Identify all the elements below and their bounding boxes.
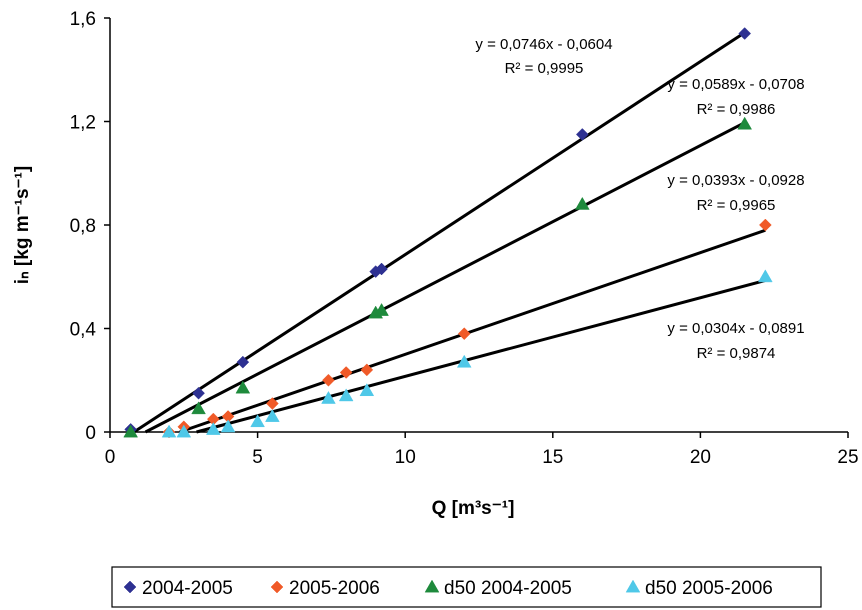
data-point — [191, 401, 206, 415]
y-tick-label: 1,6 — [70, 9, 96, 30]
legend-label: d50 2004-2005 — [444, 578, 572, 599]
data-point — [220, 419, 236, 433]
trendline-r-squared: R² = 0,9965 — [697, 197, 776, 214]
data-point — [322, 373, 335, 387]
y-tick-label: 1,2 — [70, 113, 96, 134]
legend-label: 2005-2006 — [289, 578, 380, 599]
data-point — [359, 383, 375, 397]
y-axis-title: iₙ [kg m⁻¹s⁻¹] — [12, 166, 33, 284]
data-point — [250, 414, 265, 428]
trendline — [144, 121, 746, 434]
data-point — [205, 422, 221, 435]
legend-marker — [270, 580, 284, 594]
data-point — [374, 302, 389, 316]
data-point — [575, 128, 589, 141]
data-point — [123, 424, 138, 438]
trendline-r-squared: R² = 0,9995 — [505, 60, 584, 77]
data-point — [758, 269, 773, 283]
trendlines — [133, 31, 766, 434]
data-point — [161, 424, 177, 438]
x-tick-label: 25 — [837, 447, 858, 468]
trendline — [196, 278, 766, 434]
trendline-equation: y = 0,0746x - 0,0604 — [475, 36, 612, 53]
data-point — [758, 218, 772, 232]
legend-box — [111, 566, 822, 608]
trendline-r-squared: R² = 0,9874 — [697, 345, 776, 362]
x-axis-title: Q [m³s⁻¹] — [432, 498, 515, 519]
data-point — [236, 355, 250, 369]
data-points — [123, 27, 773, 439]
data-point — [321, 390, 336, 404]
legend: 2004-2005 2005-2006 d50 2004-2005 d50 2005-… — [111, 566, 822, 608]
trendline-equations: y = 0,0746x - 0,0604 R² = 0,9995 y = 0,058… — [475, 36, 804, 362]
y-tick-label: 0 — [85, 423, 96, 444]
legend-label: d50 2005-2006 — [645, 578, 773, 599]
x-tick-label: 10 — [395, 447, 416, 468]
data-point — [192, 386, 205, 400]
trendline — [133, 31, 746, 434]
trendline-equation: y = 0,0304x - 0,0891 — [667, 320, 804, 337]
x-tick-label: 0 — [105, 447, 116, 468]
legend-marker — [123, 580, 137, 594]
data-point — [360, 363, 374, 377]
axes: 0 0,4 0,8 1,2 1,6 0 5 10 15 20 25 Q [m³s⁻¹] iₙ [kg m… — [12, 9, 859, 519]
y-tick-label: 0,4 — [70, 320, 97, 341]
trendline-equation: y = 0,0589x - 0,0708 — [667, 76, 804, 93]
data-point — [375, 262, 388, 276]
data-point — [574, 196, 590, 210]
data-point — [456, 354, 472, 368]
x-tick-label: 20 — [690, 447, 711, 468]
data-point — [339, 366, 353, 379]
data-point — [457, 327, 471, 341]
trendline-r-squared: R² = 0,9986 — [697, 101, 776, 118]
data-point — [176, 424, 192, 438]
data-point — [738, 27, 752, 40]
legend-marker — [424, 579, 440, 593]
legend-label: 2004-2005 — [142, 578, 233, 599]
data-point — [235, 380, 251, 394]
x-tick-label: 15 — [542, 447, 563, 468]
legend-marker — [625, 579, 641, 593]
data-point — [737, 116, 753, 130]
trendline — [179, 228, 766, 434]
y-tick-label: 0,8 — [70, 216, 96, 237]
data-point — [265, 409, 280, 422]
trendline-equation: y = 0,0393x - 0,0928 — [667, 172, 804, 189]
data-point — [338, 388, 354, 402]
x-tick-label: 5 — [252, 447, 263, 468]
